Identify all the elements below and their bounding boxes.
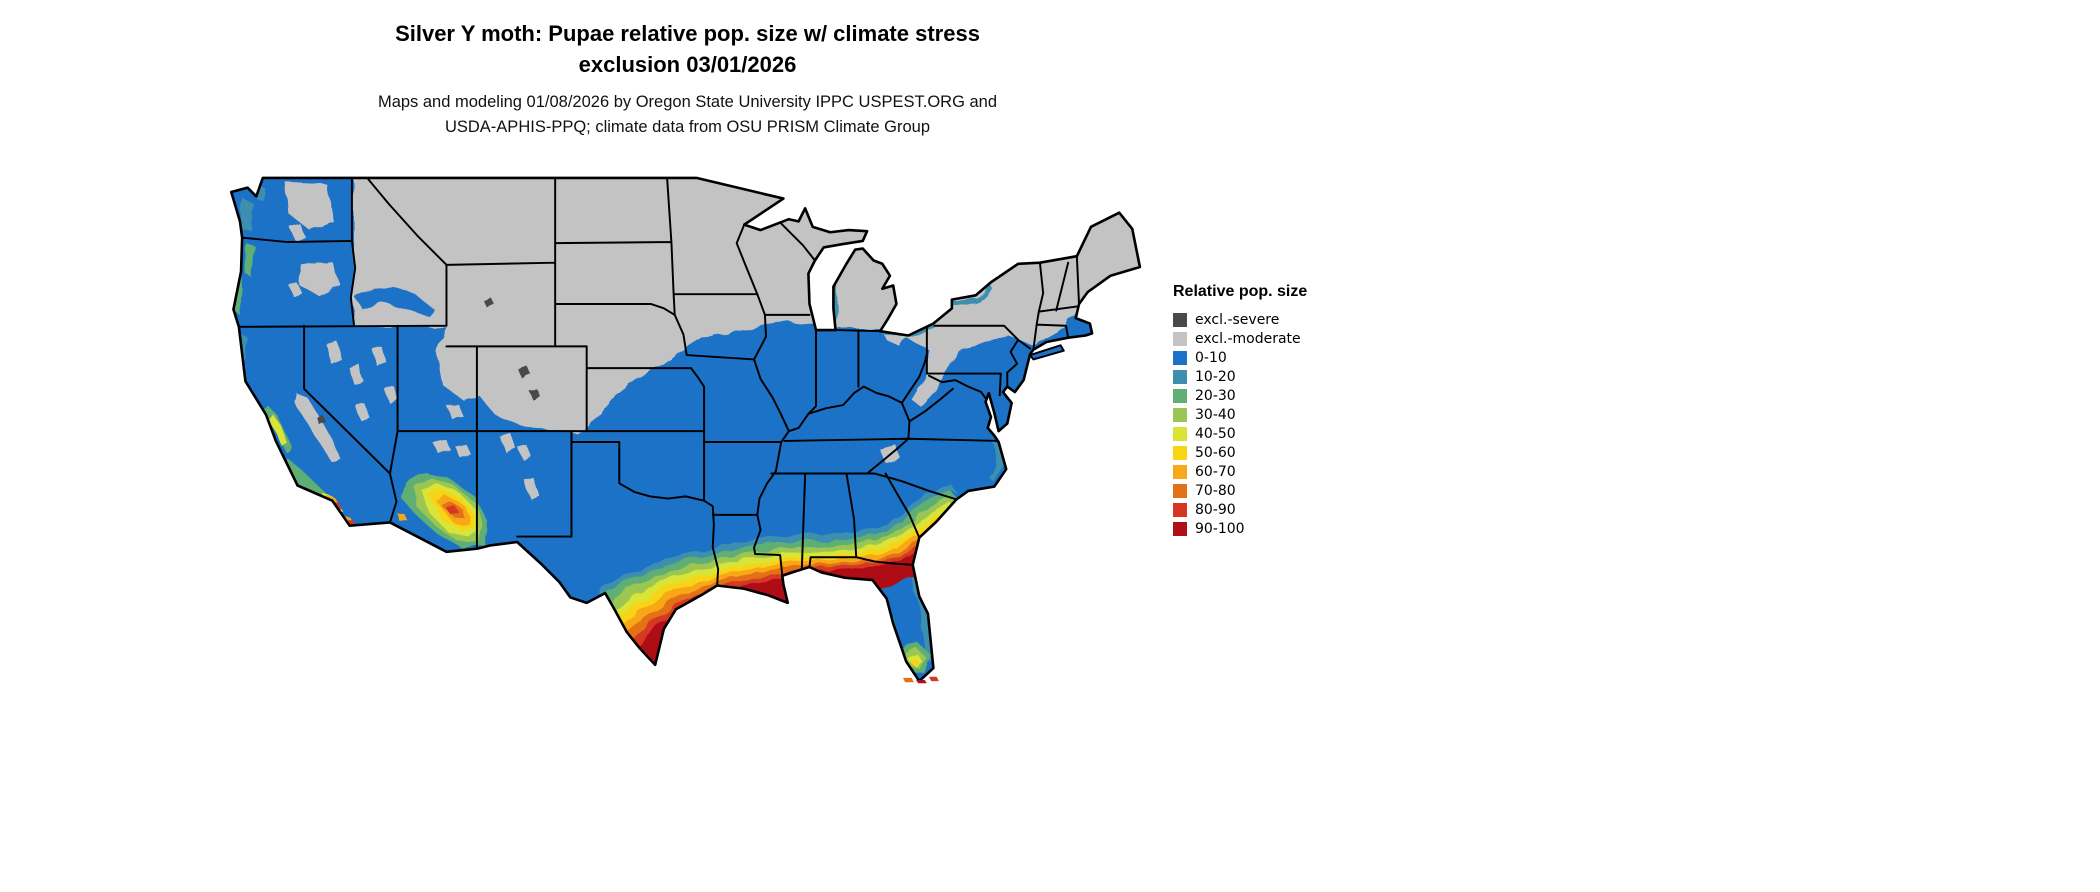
page-subtitle: Maps and modeling 01/08/2026 by Oregon S… [0,90,1375,140]
page-title-line2: exclusion 03/01/2026 [578,52,797,77]
legend-item: 40-50 [1173,424,1307,443]
state-borders [237,177,1081,587]
us-climate-map [217,154,1152,692]
legend-item: 70-80 [1173,481,1307,500]
legend-item: 80-90 [1173,500,1307,519]
legend-item: 20-30 [1173,386,1307,405]
legend-swatch [1173,426,1187,441]
legend-item: 30-40 [1173,405,1307,424]
legend-label: 40-50 [1195,425,1236,442]
legend-swatch [1173,407,1187,422]
us-map-svg [229,176,1142,684]
legend-swatch [1173,483,1187,498]
legend-swatch [1173,521,1187,536]
legend-label: 30-40 [1195,406,1236,423]
legend-item: 0-10 [1173,348,1307,367]
legend-swatch [1173,502,1187,517]
legend: Relative pop. size excl.-severe excl.-mod… [1173,283,1307,538]
legend-item: 50-60 [1173,443,1307,462]
legend-swatch [1173,331,1187,346]
legend-swatch [1173,388,1187,403]
legend-item: 90-100 [1173,519,1307,538]
legend-label: 20-30 [1195,387,1236,404]
climate-layers [231,177,1140,682]
legend-label: excl.-moderate [1195,330,1301,347]
legend-item: 10-20 [1173,367,1307,386]
legend-label: 90-100 [1195,520,1245,537]
legend-item: excl.-severe [1173,310,1307,329]
legend-label: 70-80 [1195,482,1236,499]
page-subtitle-line2: USDA-APHIS-PPQ; climate data from OSU PR… [444,118,931,136]
legend-title: Relative pop. size [1173,283,1308,300]
legend-label: 80-90 [1195,501,1236,518]
page-title: Silver Y moth: Pupae relative pop. size … [0,18,1375,80]
legend-item: 60-70 [1173,462,1307,481]
legend-swatch [1173,312,1187,327]
legend-swatch [1173,350,1187,365]
legend-item: excl.-moderate [1173,329,1307,348]
legend-swatch [1173,369,1187,384]
legend-label: 0-10 [1195,349,1227,366]
page-title-line1: Silver Y moth: Pupae relative pop. size … [395,21,980,46]
legend-label: excl.-severe [1195,311,1280,328]
legend-swatch [1173,464,1187,479]
legend-swatch [1173,445,1187,460]
legend-label: 50-60 [1195,444,1236,461]
legend-items: excl.-severe excl.-moderate 0-10 10-20 20-30… [1173,310,1307,538]
legend-label: 60-70 [1195,463,1236,480]
legend-label: 10-20 [1195,368,1236,385]
florida-keys [902,676,939,684]
page-subtitle-line1: Maps and modeling 01/08/2026 by Oregon S… [377,93,998,111]
